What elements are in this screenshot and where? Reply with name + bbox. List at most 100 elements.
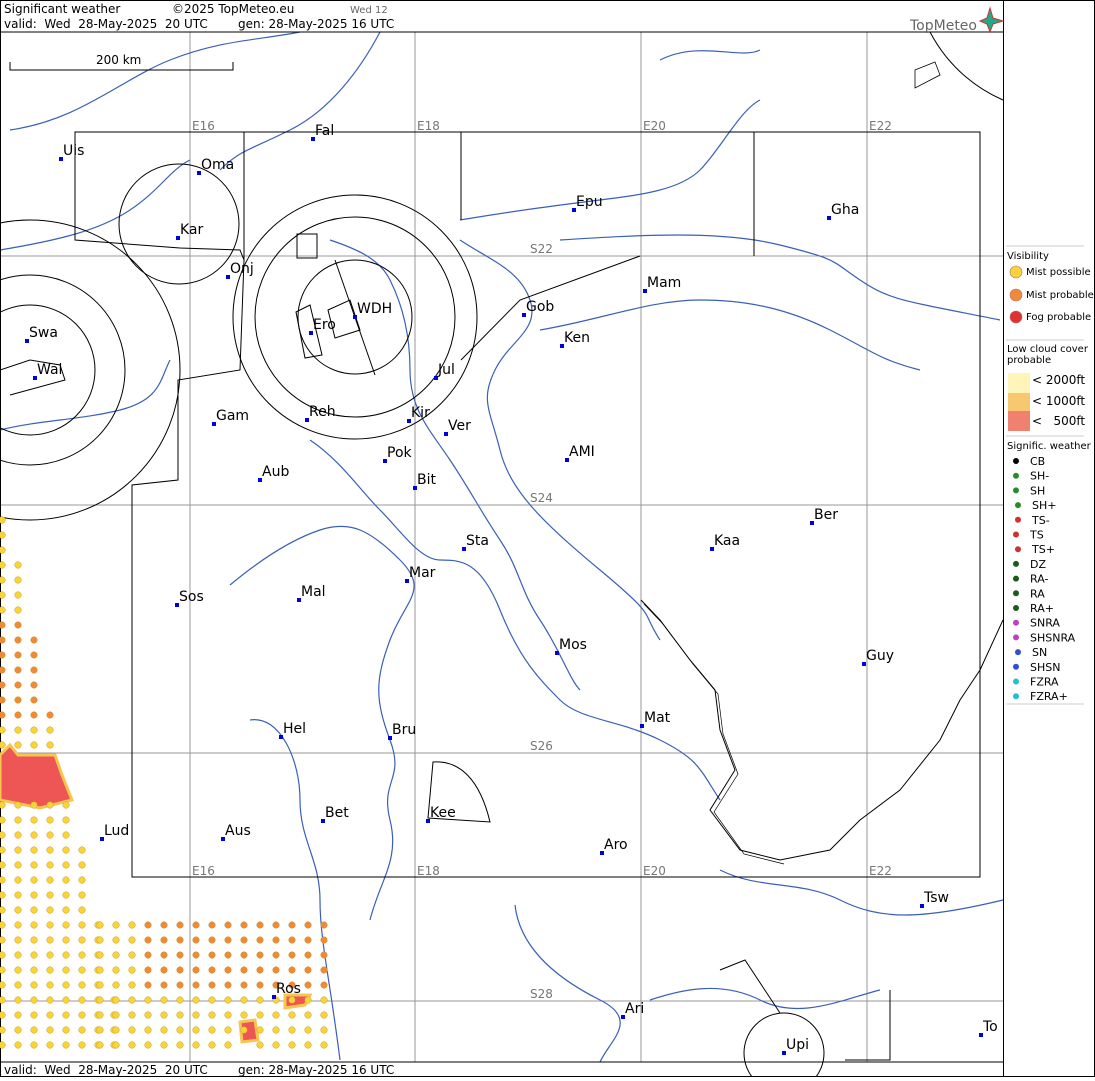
mist-dot — [0, 1026, 6, 1034]
scale-label: 200 km — [96, 53, 141, 67]
mist-dot — [30, 801, 38, 809]
mist-dot — [14, 891, 22, 899]
legend-item: TS — [1029, 529, 1044, 542]
mist-dot — [30, 996, 38, 1004]
mist-dot — [320, 996, 328, 1004]
place-label: Mar — [409, 565, 436, 581]
mist-dot — [14, 666, 22, 674]
header-day: Wed 12 — [350, 5, 388, 16]
mist-dot — [14, 966, 22, 974]
mist-dot — [62, 1011, 70, 1019]
mist-dot — [96, 936, 104, 944]
mist-dot — [256, 951, 264, 959]
mist-dot — [0, 696, 6, 704]
place-marker — [25, 339, 29, 343]
place-marker — [827, 216, 831, 220]
longitude-label: E16 — [192, 119, 215, 133]
legend-icon — [1015, 649, 1021, 656]
graticule — [0, 32, 1003, 1062]
mist-dot — [224, 996, 232, 1004]
mist-dot — [208, 951, 216, 959]
place-label: WDH — [357, 301, 392, 317]
mist-dot — [78, 951, 86, 959]
mist-dot — [224, 936, 232, 944]
mist-dot — [46, 891, 54, 899]
mist-dot — [256, 996, 264, 1004]
mist-dot — [240, 1026, 248, 1034]
place-label: Kaa — [714, 533, 740, 549]
mist-dot — [30, 906, 38, 914]
mist-dot — [208, 966, 216, 974]
place-label: Hel — [283, 721, 306, 737]
mist-dot — [0, 846, 6, 854]
mist-dot — [46, 951, 54, 959]
place-marker — [426, 819, 430, 823]
mist-dot — [0, 561, 6, 569]
place-label: Ber — [814, 507, 838, 523]
mist-dot — [160, 1026, 168, 1034]
mist-dot — [160, 981, 168, 989]
border — [643, 603, 785, 865]
mist-dot — [288, 996, 296, 1004]
mist-dot — [128, 1041, 136, 1049]
place-label: Ken — [564, 330, 590, 346]
mist-dot — [128, 996, 136, 1004]
mist-dot — [14, 1011, 22, 1019]
longitude-label: E18 — [417, 119, 440, 133]
mist-dot — [96, 1026, 104, 1034]
mist-dot — [46, 1026, 54, 1034]
mist-dot — [30, 936, 38, 944]
place-marker — [413, 486, 417, 490]
mist-dot — [192, 1041, 200, 1049]
header-valid: valid: Wed 28-May-2025 20 UTC — [4, 17, 208, 31]
mist-dot — [46, 801, 54, 809]
mist-dot — [288, 936, 296, 944]
longitude-label: E16 — [192, 864, 215, 878]
mist-dot — [46, 1041, 54, 1049]
mist-dot — [46, 1011, 54, 1019]
mist-dot — [14, 576, 22, 584]
mist-dot — [208, 996, 216, 1004]
mist-dot — [14, 951, 22, 959]
mist-dot — [46, 711, 54, 719]
place-label: Tsw — [923, 890, 949, 906]
mist-dot — [46, 831, 54, 839]
mist-dot — [240, 951, 248, 959]
legend-icon — [1013, 575, 1019, 582]
mist-dot — [112, 921, 120, 929]
mist-dot — [176, 1011, 184, 1019]
airspaces — [0, 31, 1004, 1081]
place-marker — [621, 1015, 625, 1019]
place-marker — [221, 837, 225, 841]
mist-dot — [272, 966, 280, 974]
mist-dot — [14, 681, 22, 689]
mist-dot — [0, 651, 6, 659]
mist-dot — [144, 1026, 152, 1034]
legend-icon — [1013, 634, 1019, 641]
mist-dot — [128, 1026, 136, 1034]
mist-dot — [176, 966, 184, 974]
mist-dot — [30, 651, 38, 659]
legend-swatch — [1009, 265, 1023, 279]
mist-dot — [320, 1041, 328, 1049]
mist-dot — [208, 936, 216, 944]
place-marker — [407, 419, 411, 423]
place-label: Gob — [526, 299, 554, 315]
place-label: Wal — [37, 362, 62, 378]
place-marker — [383, 459, 387, 463]
mist-dot — [128, 1011, 136, 1019]
mist-dot — [0, 906, 6, 914]
mist-dot — [62, 966, 70, 974]
place-label: Reh — [309, 404, 336, 420]
mist-dot — [192, 966, 200, 974]
mist-dot — [320, 951, 328, 959]
legend-icon — [1013, 590, 1019, 597]
mist-dot — [0, 726, 6, 734]
mist-dot — [78, 906, 86, 914]
mist-dot — [62, 816, 70, 824]
mist-dot — [46, 846, 54, 854]
mist-dot — [14, 696, 22, 704]
legend-icon — [1015, 502, 1021, 509]
mist-dot — [14, 816, 22, 824]
